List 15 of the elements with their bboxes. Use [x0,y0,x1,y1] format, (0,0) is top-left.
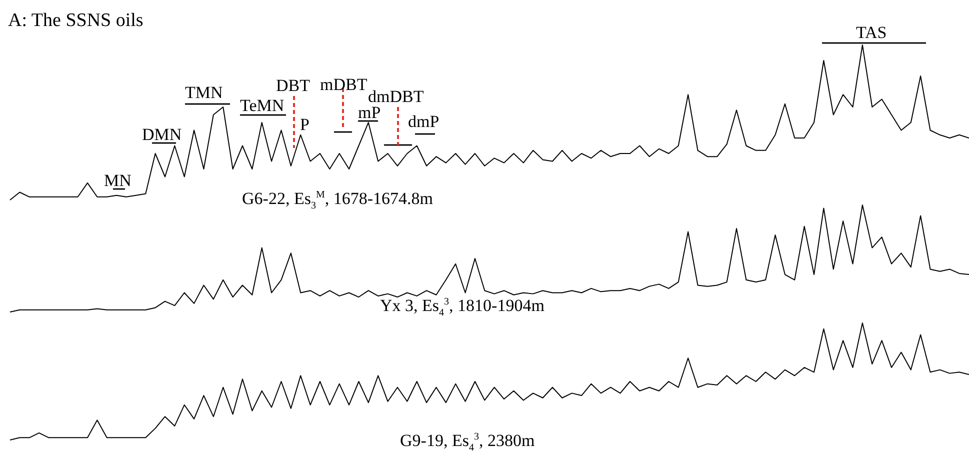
annotation: DBT [276,76,310,95]
chart-title: A: The SSNS oils [8,10,144,31]
annotation: TeMN [240,96,284,115]
annotation: P [300,115,310,134]
annotation: Yx 3, Es$_{4}$$^{3}$, 1810-1904m [380,296,544,318]
annotation: G6-22, Es$_{3}$$^{M}$, 1678-1674.8m [242,189,433,212]
annotation: TMN [185,83,223,102]
annotation: mDBT [320,75,368,94]
text: TAS [856,23,887,42]
annotation: G9-19, Es$_{4}$$^{3}$, 2380m [400,431,535,453]
annotation: dmP [408,112,440,131]
annotation: MN [104,171,132,190]
annotation: DMN [142,125,182,144]
annotation: mP [358,103,381,122]
annotation: dmDBT [368,87,424,106]
